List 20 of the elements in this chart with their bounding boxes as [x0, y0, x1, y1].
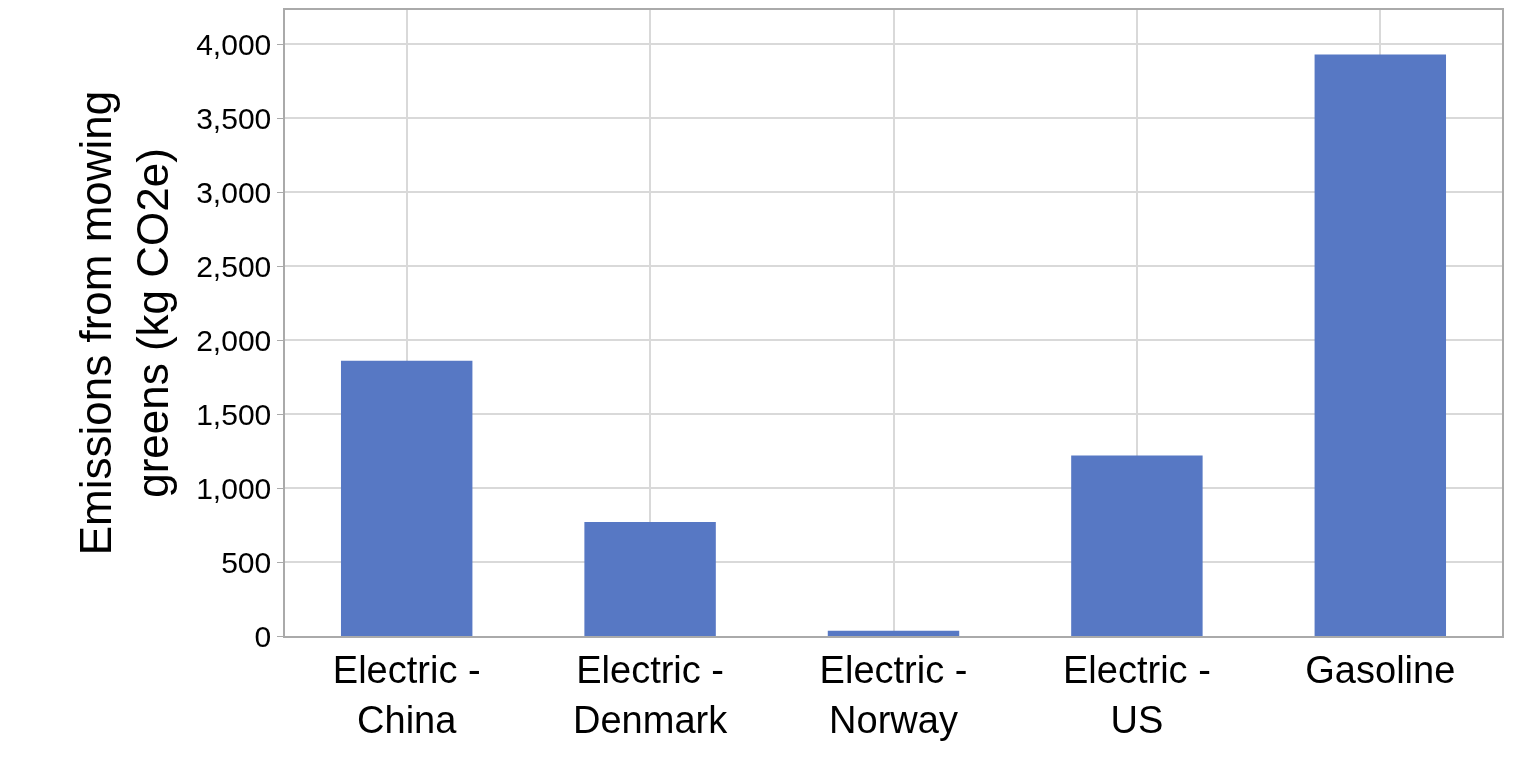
y-tick-label: 3,000	[196, 175, 272, 209]
bar	[340, 360, 473, 636]
bar	[1071, 455, 1203, 636]
x-tick-label: Gasoline	[1305, 649, 1456, 692]
y-tick-label: 4,000	[196, 27, 272, 61]
y-tick-label: 500	[221, 545, 272, 579]
y-tick-label: 3,500	[196, 101, 272, 135]
y-tick-label: 1,500	[196, 397, 272, 431]
y-tick-label: 2,500	[196, 249, 272, 283]
y-tick-label: 2,000	[196, 323, 272, 357]
bar	[827, 630, 960, 636]
y-tick-label: 1,000	[196, 471, 272, 505]
x-tick-label: Electric - Denmark	[573, 649, 729, 741]
x-tick-label: Electric - Norway	[819, 649, 968, 741]
x-tick-label: Electric - China	[332, 649, 481, 741]
bar	[1314, 54, 1447, 636]
y-tick-label: 0	[254, 619, 272, 653]
bar	[584, 522, 716, 636]
x-tick-label: Electric - US	[1063, 649, 1211, 741]
y-axis-title: Emissions from mowing greens (kg CO2e)	[70, 90, 177, 556]
